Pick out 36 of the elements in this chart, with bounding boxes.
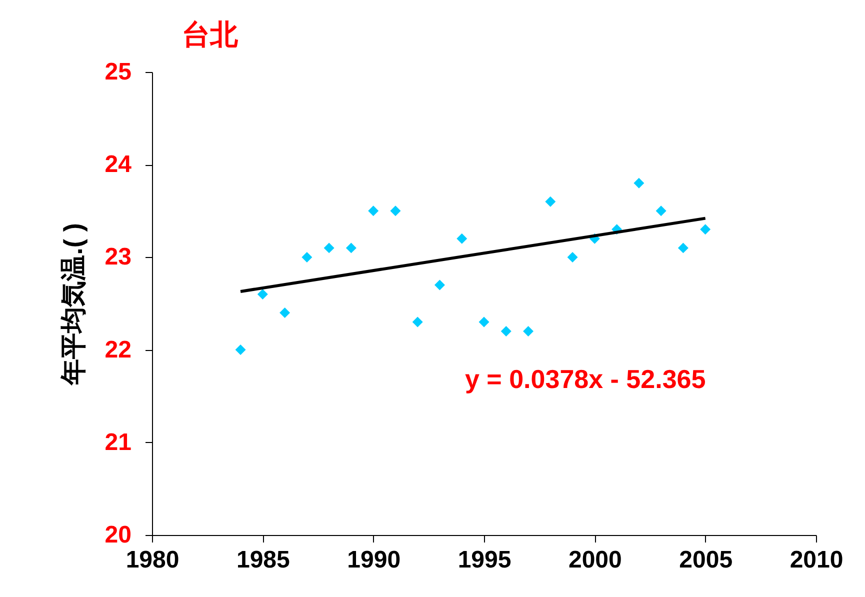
point bbox=[456, 233, 468, 244]
point bbox=[545, 196, 556, 207]
y-tick-label: 20 bbox=[104, 522, 132, 548]
point bbox=[700, 224, 711, 235]
y-tick-label: 25 bbox=[104, 58, 132, 86]
y-tick-label: 24 bbox=[104, 151, 132, 178]
x-tick-label: 1990 bbox=[347, 546, 401, 574]
point bbox=[523, 326, 534, 337]
y-tick-label: 22 bbox=[104, 336, 132, 364]
x-tick-label: 1980 bbox=[126, 546, 180, 574]
point bbox=[412, 316, 423, 328]
point bbox=[390, 206, 401, 216]
point bbox=[324, 242, 334, 254]
point bbox=[656, 206, 666, 216]
annotation: y = 0.0378x - 52.365 bbox=[465, 364, 706, 394]
point bbox=[567, 252, 578, 262]
y-tick-label: 21 bbox=[104, 428, 132, 456]
point bbox=[280, 308, 290, 318]
x-tick-label: 2000 bbox=[568, 546, 622, 574]
point bbox=[500, 326, 512, 337]
x-tick-label: 2005 bbox=[679, 546, 733, 574]
point bbox=[478, 316, 490, 328]
x-tick-label: 1995 bbox=[458, 546, 512, 574]
point bbox=[678, 242, 688, 254]
x-tick-label: 1985 bbox=[236, 546, 290, 574]
chart-title: 台北 bbox=[182, 19, 239, 50]
point bbox=[434, 280, 445, 290]
point bbox=[235, 344, 246, 356]
point bbox=[257, 288, 268, 300]
point bbox=[368, 206, 379, 216]
y-tick-label: 23 bbox=[104, 244, 132, 271]
point bbox=[302, 252, 312, 262]
x-tick-label: 2010 bbox=[790, 546, 844, 574]
y-axis-title: 年平均気温.( ) bbox=[58, 223, 88, 386]
point bbox=[634, 178, 644, 188]
point bbox=[346, 242, 356, 254]
